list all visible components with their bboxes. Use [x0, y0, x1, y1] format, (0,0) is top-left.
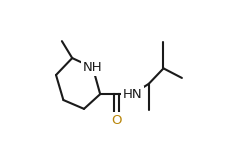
- Text: NH: NH: [83, 61, 103, 74]
- Text: HN: HN: [123, 88, 142, 101]
- Text: O: O: [111, 114, 122, 127]
